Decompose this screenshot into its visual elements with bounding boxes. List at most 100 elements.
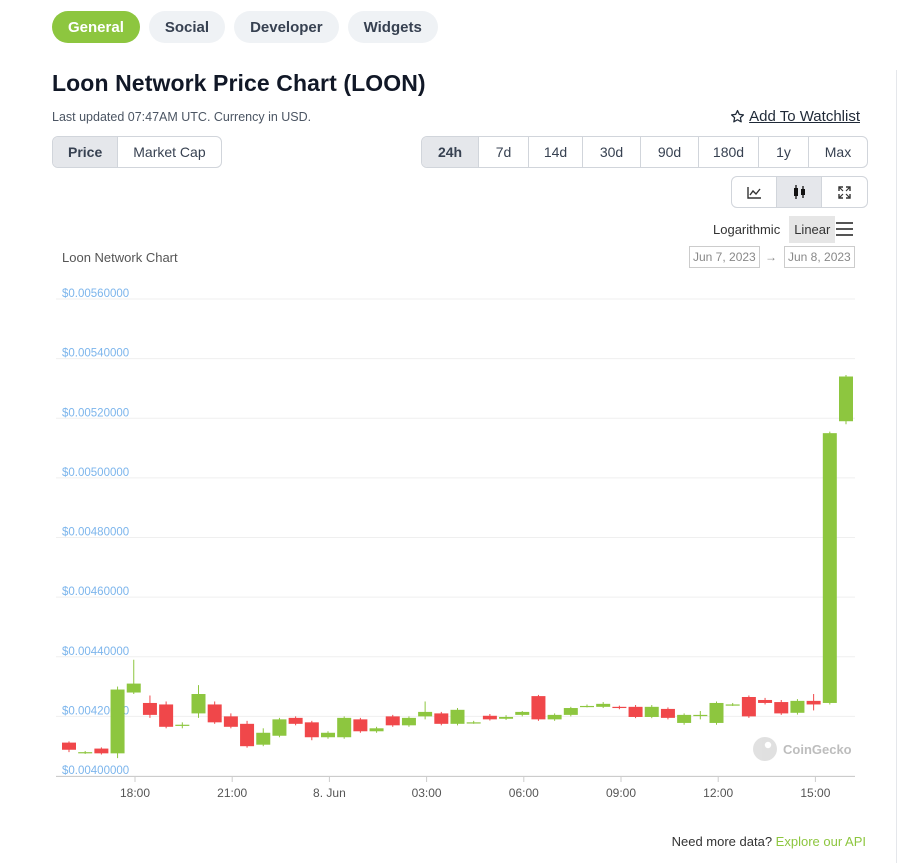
candle-body [644, 706, 659, 717]
range-1y[interactable]: 1y [759, 137, 809, 167]
candle-body [774, 702, 789, 714]
candlestick-button[interactable] [777, 177, 822, 207]
y-axis-label: $0.00560000 [62, 288, 129, 300]
range-7d[interactable]: 7d [479, 137, 529, 167]
candle-body [499, 716, 514, 719]
candle-body [353, 719, 368, 732]
candle-body [806, 700, 821, 705]
candle-body [628, 706, 643, 717]
watchlist-label: Add To Watchlist [749, 108, 860, 125]
candle-body [450, 709, 465, 724]
range-14d[interactable]: 14d [529, 137, 583, 167]
y-axis-label: $0.00500000 [62, 467, 129, 479]
tab-social[interactable]: Social [148, 11, 226, 43]
candle-body [758, 699, 773, 703]
candle-body [321, 732, 335, 738]
tab-developer[interactable]: Developer [234, 11, 339, 43]
candle-body [709, 702, 724, 723]
candle-body [62, 742, 76, 750]
candle-body [256, 732, 271, 745]
range-30d[interactable]: 30d [583, 137, 641, 167]
y-axis-label: $0.00520000 [62, 407, 129, 419]
expand-icon [838, 185, 851, 199]
candle-body [741, 696, 756, 717]
chart-view-toggle [731, 176, 868, 208]
x-axis-label: 21:00 [217, 786, 247, 800]
range-180d[interactable]: 180d [699, 137, 759, 167]
coingecko-watermark: CoinGecko [753, 737, 852, 761]
candle-body [434, 713, 449, 724]
candle-body [223, 716, 238, 727]
x-axis-label: 06:00 [509, 786, 539, 800]
tab-price[interactable]: Price [53, 137, 119, 167]
scale-linear[interactable]: Linear [789, 216, 836, 243]
candle-body [401, 717, 416, 726]
x-axis-label: 12:00 [703, 786, 733, 800]
tab-market-cap[interactable]: Market Cap [133, 144, 206, 160]
tab-general[interactable]: General [52, 11, 140, 43]
candle-body [110, 689, 125, 754]
candle-body [207, 704, 222, 723]
time-range-toggle: 24h 7d 14d 30d 90d 180d 1y Max [421, 136, 868, 168]
candle-body [547, 714, 562, 720]
candle-body [531, 696, 546, 720]
star-icon [731, 109, 745, 123]
scale-logarithmic[interactable]: Logarithmic [713, 222, 781, 237]
candle-body [288, 717, 303, 724]
date-from-input[interactable]: Jun 7, 2023 [689, 246, 760, 268]
y-axis-label: $0.00540000 [62, 348, 129, 360]
coingecko-watermark-text: CoinGecko [783, 742, 852, 757]
candle-body [142, 702, 157, 715]
candle-body [337, 717, 352, 738]
candle-body [822, 433, 837, 703]
candle-body [385, 716, 400, 726]
coingecko-logo-icon [753, 737, 777, 761]
explore-api-link[interactable]: Explore our API [775, 834, 866, 849]
line-chart-button[interactable] [732, 177, 777, 207]
chart-title: Loon Network Chart [62, 250, 178, 265]
range-24h[interactable]: 24h [422, 137, 479, 167]
date-range-arrow: → [765, 250, 777, 264]
candle-body [272, 719, 287, 736]
candle-body [78, 752, 93, 754]
candle-body [175, 724, 190, 726]
fullscreen-button[interactable] [822, 177, 867, 207]
candle-body [725, 704, 740, 706]
range-max[interactable]: Max [824, 144, 852, 160]
candle-body [596, 703, 611, 707]
candle-body [563, 708, 578, 715]
footer-text: Need more data? [671, 834, 776, 849]
y-axis-label: $0.00460000 [62, 586, 129, 598]
panel-border [896, 70, 897, 863]
add-to-watchlist-link[interactable]: Add To Watchlist [730, 108, 860, 125]
page-title: Loon Network Price Chart (LOON) [52, 70, 426, 96]
candle-body [790, 700, 805, 713]
candle-body [677, 714, 692, 723]
last-updated-text: Last updated 07:47AM UTC. Currency in US… [52, 110, 312, 124]
top-tabs: General Social Developer Widgets [52, 11, 438, 43]
candle-body [839, 376, 853, 422]
x-axis-label: 18:00 [120, 786, 150, 800]
candle-body [369, 728, 384, 732]
candle-body [466, 722, 481, 724]
candle-body [418, 711, 433, 717]
range-90d[interactable]: 90d [641, 137, 699, 167]
y-axis-label: $0.00400000 [62, 765, 129, 777]
chart-type-toggle: Price Market Cap [52, 136, 222, 168]
tab-widgets[interactable]: Widgets [347, 11, 438, 43]
candle-body [660, 708, 675, 718]
candle-body [126, 683, 141, 693]
scale-toggle: Logarithmic Linear [708, 216, 836, 243]
y-axis-label: $0.00440000 [62, 646, 129, 658]
line-chart-icon [746, 186, 761, 199]
candle-body [159, 704, 174, 727]
x-axis-label: 8. Jun [313, 786, 346, 800]
candle-body [240, 723, 255, 747]
candlestick-icon [793, 185, 805, 199]
date-to-input[interactable]: Jun 8, 2023 [784, 246, 855, 268]
y-axis-label: $0.00480000 [62, 527, 129, 539]
hamburger-menu-icon[interactable] [836, 222, 853, 236]
coingecko-logo-eye [764, 741, 772, 749]
candle-body [515, 711, 530, 715]
